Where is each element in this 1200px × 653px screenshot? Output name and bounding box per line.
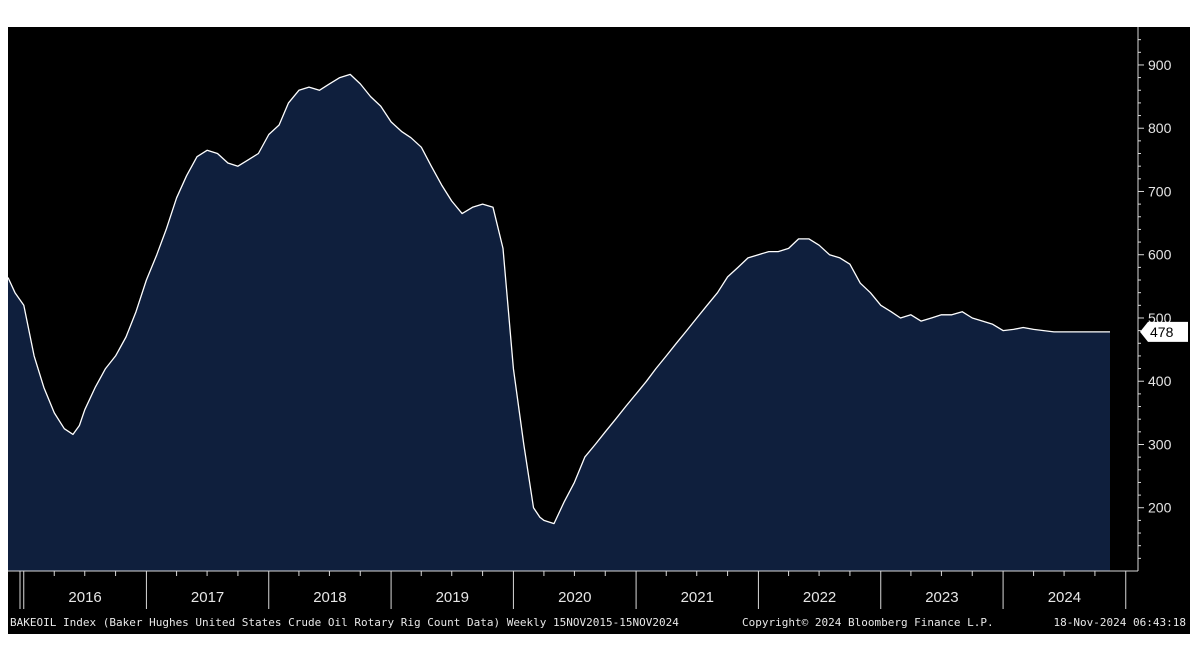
x-tick-label: 2021 — [681, 589, 714, 606]
x-tick-label: 2016 — [68, 589, 101, 606]
last-value-box — [1140, 321, 1188, 342]
last-value-text: 478 — [1150, 324, 1174, 340]
x-tick-label: 2020 — [558, 589, 591, 606]
area-fill — [8, 74, 1110, 572]
footer-timestamp: 18-Nov-2024 06:43:18 — [1053, 616, 1186, 629]
x-tick-label: 2022 — [803, 589, 836, 606]
footer-source: BAKEOIL Index (Baker Hughes United State… — [10, 616, 679, 629]
y-tick-label: 700 — [1148, 183, 1172, 199]
series-line — [8, 73, 1110, 525]
y-tick-label: 400 — [1148, 373, 1172, 389]
y-tick-label: 800 — [1148, 120, 1172, 136]
y-tick-label: 200 — [1148, 500, 1172, 516]
x-tick-label: 2019 — [436, 589, 469, 606]
x-tick-label: 2024 — [1048, 589, 1081, 606]
y-tick-label: 900 — [1148, 57, 1172, 73]
chart-footer: BAKEOIL Index (Baker Hughes United State… — [8, 613, 1190, 633]
x-axis: 2016 2017 2018 2019 2020 2021 2022 2023 2024 — [8, 570, 1138, 609]
x-tick-label: 2023 — [925, 589, 958, 606]
x-tick-label: 2018 — [313, 589, 346, 606]
y-tick-label: 600 — [1148, 247, 1172, 263]
x-tick-label: 2017 — [191, 589, 224, 606]
last-value-label: 478 — [1140, 321, 1188, 342]
y-tick-label: 300 — [1148, 436, 1172, 452]
footer-copyright: Copyright© 2024 Bloomberg Finance L.P. — [742, 616, 994, 629]
chart-area: 200 300 400 500 600 700 800 900 2016 2017 2018 201… — [8, 27, 1190, 634]
